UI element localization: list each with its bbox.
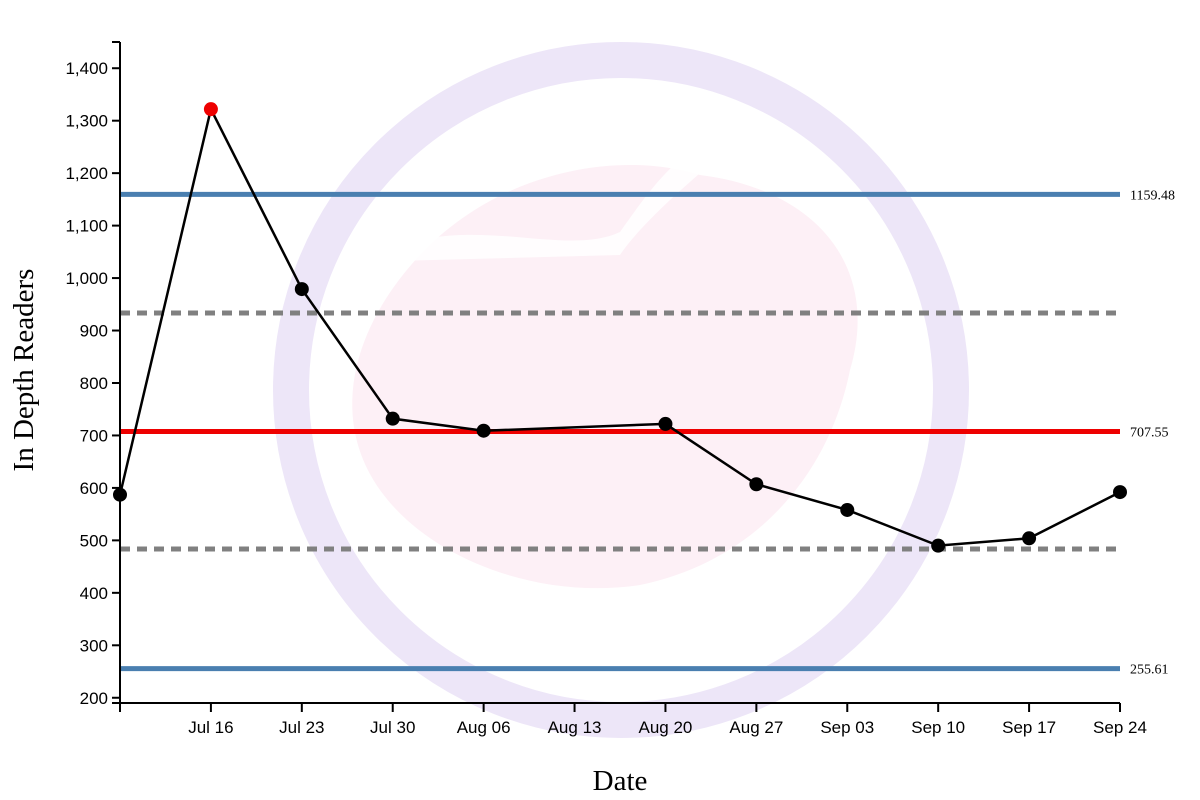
x-tick-label: Jul 30 [370,718,415,737]
x-tick-label: Aug 20 [639,718,693,737]
y-tick-label: 500 [80,531,108,550]
data-point [1113,485,1127,500]
x-tick-label: Aug 27 [729,718,783,737]
data-point [385,411,400,426]
x-tick-label: Sep 17 [1002,718,1056,737]
x-tick-label: Aug 06 [457,718,511,737]
x-axis: Jul 16 Jul 23 Jul 30 Aug 06 Aug 13 Aug 20 Aug … [119,702,1147,737]
watermark-blob [352,164,858,589]
x-tick-label: Sep 10 [911,718,965,737]
data-point [294,282,309,297]
data-point [1022,531,1037,546]
data-point [476,423,491,438]
logo-watermark [273,42,969,738]
y-tick-label: 200 [80,689,108,708]
y-tick-label: 600 [80,479,108,498]
series-layer [113,102,1127,553]
y-axis-title: In Depth Readers [8,269,40,472]
y-tick-label: 1,300 [65,112,108,131]
data-point [931,538,946,553]
y-tick-label: 1,000 [65,269,108,288]
x-tick-label: Jul 16 [188,718,233,737]
y-tick-label: 1,200 [65,164,108,183]
watermark-highlight [360,138,740,262]
data-point [203,102,218,117]
y-axis: 200 300 400 500 600 700 800 900 1,000 1,100 1,200 1… [65,41,121,708]
y-tick-label: 300 [80,636,108,655]
x-axis-title: Date [593,765,648,797]
upper-control-limit-label: 1159.48 [1130,188,1175,203]
y-tick-label: 400 [80,584,108,603]
y-tick-label: 900 [80,322,108,341]
y-tick-label: 1,400 [65,59,108,78]
x-tick-label: Jul 23 [279,718,324,737]
data-point [658,416,673,431]
x-tick-label: Aug 13 [548,718,602,737]
data-point [749,477,764,492]
reference-lines: 1159.48 707.55 255.61 [120,188,1175,678]
x-tick-label: Sep 03 [820,718,874,737]
y-tick-label: 700 [80,426,108,445]
mean-label: 707.55 [1130,425,1169,440]
y-tick-label: 800 [80,374,108,393]
lower-control-limit-label: 255.61 [1130,663,1169,678]
x-tick-label: Sep 24 [1093,718,1147,737]
y-tick-label: 1,100 [65,217,108,236]
data-point [840,502,855,517]
watermark-ring [273,42,969,738]
